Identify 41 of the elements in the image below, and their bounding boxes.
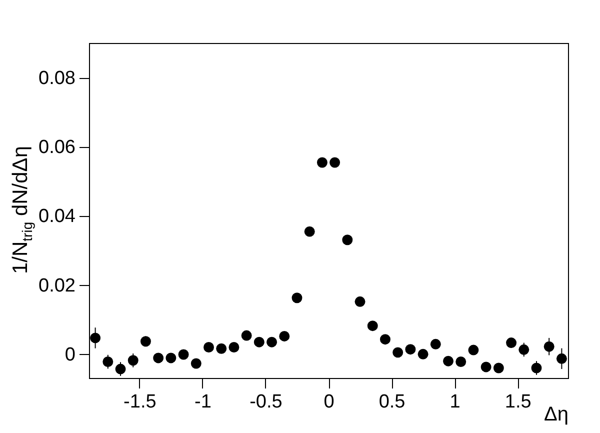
point (166, 352, 176, 364)
x-axis-title: Δη (544, 404, 568, 426)
x-tick-label: 0.5 (378, 392, 406, 412)
point (367, 320, 378, 332)
y-tick-label: 0.02 (38, 275, 76, 296)
point (241, 330, 252, 341)
point (153, 352, 164, 364)
point (190, 358, 202, 369)
point (456, 356, 466, 367)
point (330, 157, 340, 168)
point (228, 342, 240, 352)
point (480, 362, 492, 372)
y-tick-label: 0.06 (38, 137, 76, 158)
y-tick-label: 0.08 (38, 68, 76, 90)
point (468, 344, 479, 356)
x-tick-label: -0.5 (250, 392, 282, 412)
y-tick-label: 0 (64, 344, 76, 366)
point (493, 362, 504, 374)
point (418, 348, 428, 360)
point (292, 292, 302, 304)
point (204, 342, 214, 352)
y-tick-label: 0.04 (38, 206, 76, 228)
x-tick-label: -1 (194, 392, 212, 412)
point (316, 157, 328, 168)
point (405, 344, 416, 355)
x-tick-label: 0 (324, 392, 334, 412)
x-tick-label: -1.5 (124, 392, 156, 412)
point (178, 349, 189, 360)
point (279, 330, 290, 342)
point (304, 226, 315, 237)
point (380, 334, 390, 345)
point (354, 296, 366, 307)
point (430, 338, 441, 350)
point (392, 347, 404, 358)
point (266, 336, 278, 348)
point (342, 234, 353, 246)
point (216, 343, 227, 354)
point (254, 336, 264, 348)
point (443, 356, 454, 366)
x-tick-label: 1.5 (504, 392, 532, 412)
x-tick-label: 1 (450, 392, 460, 412)
